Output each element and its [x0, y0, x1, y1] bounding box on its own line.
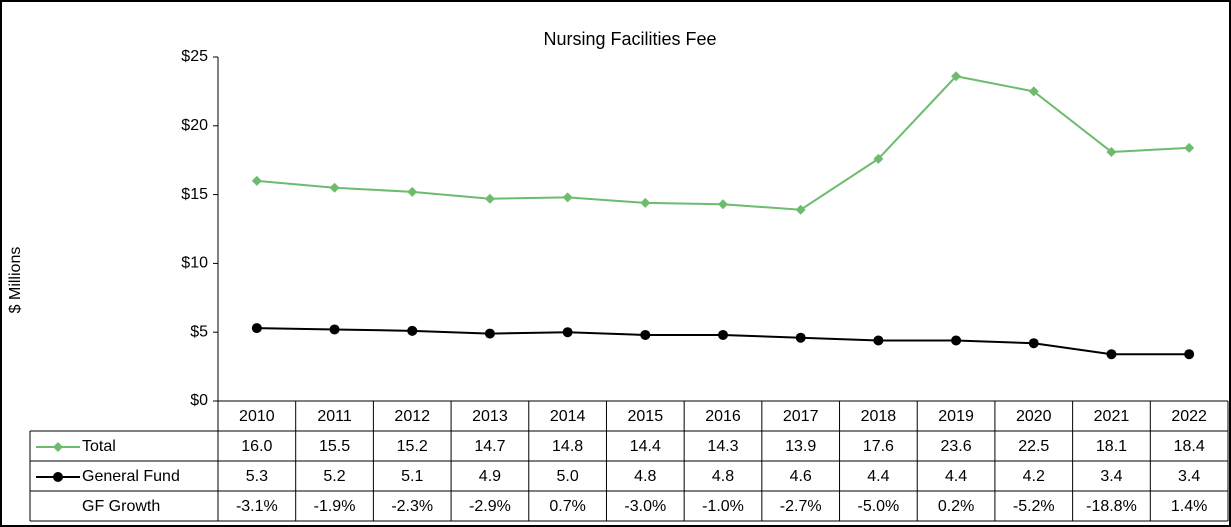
marker [484, 328, 495, 339]
table-value: 18.4 [1174, 438, 1205, 455]
table-value: 14.8 [552, 438, 583, 455]
x-tick-label: 2017 [783, 408, 819, 425]
table-value: 3.4 [1178, 468, 1200, 485]
marker [951, 335, 962, 346]
table-value: -2.9% [469, 498, 511, 515]
row-label: GF Growth [82, 498, 160, 515]
table-value: 5.3 [246, 468, 268, 485]
table-value: -2.3% [391, 498, 433, 515]
marker [873, 153, 884, 164]
table-value: 5.2 [323, 468, 345, 485]
marker [53, 442, 63, 452]
table-value: 5.1 [401, 468, 423, 485]
marker [53, 472, 63, 482]
y-tick-label: $20 [181, 117, 208, 134]
legend-label: General Fund [82, 468, 180, 485]
marker [640, 329, 651, 340]
marker [562, 327, 573, 338]
marker [407, 186, 418, 197]
marker [251, 323, 262, 334]
marker [795, 204, 806, 215]
x-tick-label: 2021 [1094, 408, 1130, 425]
table-value: 5.0 [556, 468, 578, 485]
table-value: -5.2% [1013, 498, 1055, 515]
marker [873, 335, 884, 346]
table-value: 22.5 [1018, 438, 1049, 455]
marker [1106, 146, 1117, 157]
x-tick-label: 2012 [394, 408, 430, 425]
table-value: -1.0% [702, 498, 744, 515]
table-value: 4.2 [1023, 468, 1045, 485]
table-value: 14.7 [474, 438, 505, 455]
marker [329, 182, 340, 193]
x-tick-label: 2011 [317, 408, 352, 425]
table-value: -18.8% [1086, 498, 1137, 515]
marker [795, 332, 806, 343]
table-value: 0.7% [549, 498, 585, 515]
table-value: -1.9% [314, 498, 356, 515]
marker [1184, 142, 1195, 153]
table-value: 18.1 [1096, 438, 1127, 455]
table-value: 13.9 [785, 438, 816, 455]
marker [640, 197, 651, 208]
legend-label: Total [82, 438, 116, 455]
y-tick-label: $5 [190, 323, 208, 340]
table-value: 4.9 [479, 468, 501, 485]
table-value: 14.3 [707, 438, 738, 455]
table-value: 17.6 [863, 438, 894, 455]
x-tick-label: 2010 [239, 408, 275, 425]
table-value: 4.6 [790, 468, 812, 485]
marker [1106, 349, 1117, 360]
table-value: -3.1% [236, 498, 278, 515]
marker [718, 199, 728, 210]
table-value: 4.4 [945, 468, 967, 485]
x-tick-label: 2015 [628, 408, 664, 425]
marker [1184, 349, 1195, 360]
x-tick-label: 2016 [705, 408, 741, 425]
y-tick-label: $0 [190, 392, 208, 409]
y-tick-label: $25 [181, 48, 208, 65]
x-tick-label: 2019 [938, 408, 974, 425]
table-value: 4.8 [712, 468, 734, 485]
chart-title: Nursing Facilities Fee [543, 29, 716, 49]
table-value: 1.4% [1171, 498, 1207, 515]
table-value: -3.0% [624, 498, 666, 515]
table-value: -2.7% [780, 498, 822, 515]
table-value: -5.0% [857, 498, 899, 515]
table-value: 16.0 [241, 438, 272, 455]
table-value: 15.2 [397, 438, 428, 455]
y-tick-label: $15 [181, 186, 208, 203]
table-value: 3.4 [1100, 468, 1122, 485]
table-value: 4.4 [867, 468, 889, 485]
marker [562, 192, 573, 203]
table-value: 15.5 [319, 438, 350, 455]
marker [1028, 338, 1039, 349]
marker [329, 324, 340, 335]
table-value: 23.6 [941, 438, 972, 455]
marker [407, 325, 418, 336]
marker [1028, 86, 1039, 97]
marker [484, 193, 495, 204]
y-axis-label: $ Millions [7, 247, 24, 314]
x-tick-label: 2020 [1016, 408, 1052, 425]
x-tick-label: 2014 [550, 408, 586, 425]
x-tick-label: 2013 [472, 408, 508, 425]
table-value: 14.4 [630, 438, 661, 455]
x-tick-label: 2022 [1171, 408, 1207, 425]
x-tick-label: 2018 [861, 408, 897, 425]
marker [951, 71, 962, 82]
marker [251, 175, 262, 186]
marker [718, 329, 728, 340]
table-value: 0.2% [938, 498, 974, 515]
y-tick-label: $10 [181, 255, 208, 272]
table-value: 4.8 [634, 468, 656, 485]
